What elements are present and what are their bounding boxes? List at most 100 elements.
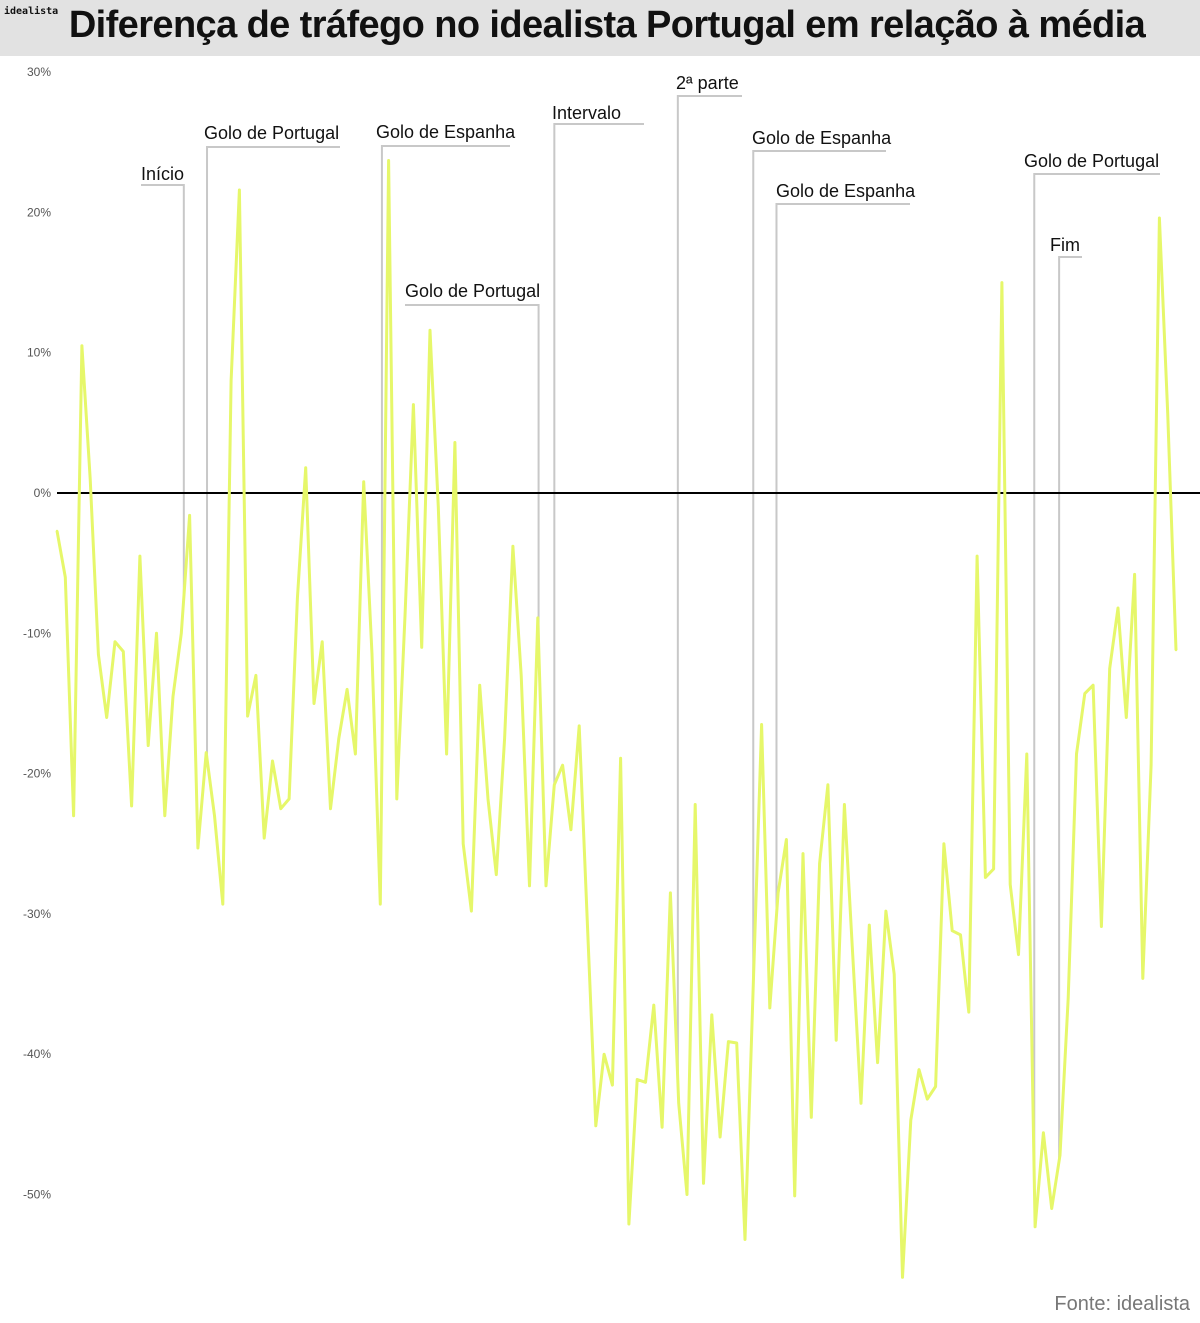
annotation-connector (752, 150, 886, 985)
annotation-connector (405, 304, 540, 645)
data-point (569, 828, 573, 831)
data-point (602, 1053, 606, 1056)
y-tick-label: -30% (23, 907, 51, 921)
data-point (1075, 752, 1078, 756)
data-point (578, 724, 581, 728)
data-point (951, 929, 954, 932)
data-point (72, 814, 75, 817)
data-point (801, 852, 805, 855)
data-point (553, 783, 556, 786)
data-point (254, 674, 258, 677)
data-point (229, 379, 233, 382)
y-tick-label: -50% (23, 1188, 51, 1202)
data-point (1133, 573, 1136, 576)
annotation-label: Golo de Portugal (1024, 151, 1159, 171)
data-point (627, 1222, 631, 1226)
data-point (859, 1102, 863, 1105)
data-point (1149, 764, 1153, 767)
data-point (942, 842, 946, 845)
data-point (395, 797, 398, 801)
data-point (735, 1041, 738, 1045)
data-point (321, 640, 324, 643)
data-point (1067, 996, 1070, 1000)
data-point (718, 1135, 722, 1139)
data-point (246, 714, 249, 718)
data-point (868, 923, 871, 927)
data-point (470, 909, 473, 913)
data-point (636, 1078, 639, 1081)
data-point (843, 803, 846, 806)
y-tick-label: -20% (23, 767, 51, 781)
annotation-connector (1033, 173, 1160, 1180)
data-point (975, 554, 979, 558)
data-point (89, 477, 92, 481)
data-point (959, 933, 962, 937)
data-point (420, 646, 423, 649)
data-point (147, 744, 150, 747)
y-tick-label: -40% (23, 1047, 51, 1061)
data-point (660, 1126, 664, 1129)
data-point (271, 759, 274, 763)
data-point (163, 814, 166, 817)
data-point (412, 403, 415, 406)
data-point (1042, 1131, 1045, 1135)
annotation-label: Golo de Espanha (376, 122, 516, 142)
data-point (727, 1040, 730, 1043)
data-point (64, 576, 67, 579)
data-point (205, 751, 208, 754)
data-point (337, 737, 340, 740)
data-point (329, 807, 332, 810)
data-point (1058, 1154, 1062, 1157)
data-point (287, 797, 291, 801)
data-point (710, 1013, 713, 1017)
data-point (1116, 606, 1120, 610)
y-tick-label: 0% (34, 486, 52, 500)
data-point (909, 1118, 912, 1122)
data-point (155, 632, 158, 635)
data-point (652, 1003, 655, 1007)
data-point (926, 1097, 929, 1101)
annotation-connector (1058, 256, 1082, 1161)
data-point (105, 716, 108, 719)
annotation-label: Golo de Portugal (204, 123, 339, 143)
data-point (1017, 953, 1020, 956)
data-point (1100, 925, 1103, 928)
data-point (221, 902, 224, 906)
data-point (403, 612, 407, 615)
data-point (520, 674, 523, 677)
data-point (992, 867, 995, 871)
data-point (743, 1238, 747, 1241)
data-point (768, 1006, 771, 1010)
y-tick-label: 30% (27, 65, 51, 79)
chart-header (0, 0, 1200, 56)
data-point (1025, 752, 1029, 756)
data-point (97, 653, 100, 656)
data-point (213, 814, 216, 817)
data-point (917, 1068, 921, 1071)
annotation-connector (553, 123, 644, 785)
data-point (379, 902, 382, 906)
annotation-label: Golo de Espanha (752, 128, 892, 148)
data-point (304, 466, 307, 469)
annotation-label: 2ª parte (676, 73, 739, 93)
data-point (1050, 1207, 1053, 1210)
data-point (312, 702, 316, 705)
data-point (1125, 716, 1128, 719)
data-point (138, 554, 142, 558)
data-point (611, 1083, 614, 1087)
data-point (536, 616, 539, 620)
data-point (826, 783, 830, 786)
data-point (122, 650, 125, 653)
data-point (180, 632, 183, 635)
data-point (669, 891, 672, 895)
data-point (644, 1081, 647, 1084)
data-point (55, 529, 59, 533)
data-point (619, 757, 622, 760)
data-point (354, 752, 357, 756)
data-point (984, 876, 987, 879)
data-point (188, 514, 191, 517)
data-point (1174, 648, 1178, 652)
annotation-label: Golo de Espanha (776, 181, 916, 201)
data-point (776, 891, 780, 895)
